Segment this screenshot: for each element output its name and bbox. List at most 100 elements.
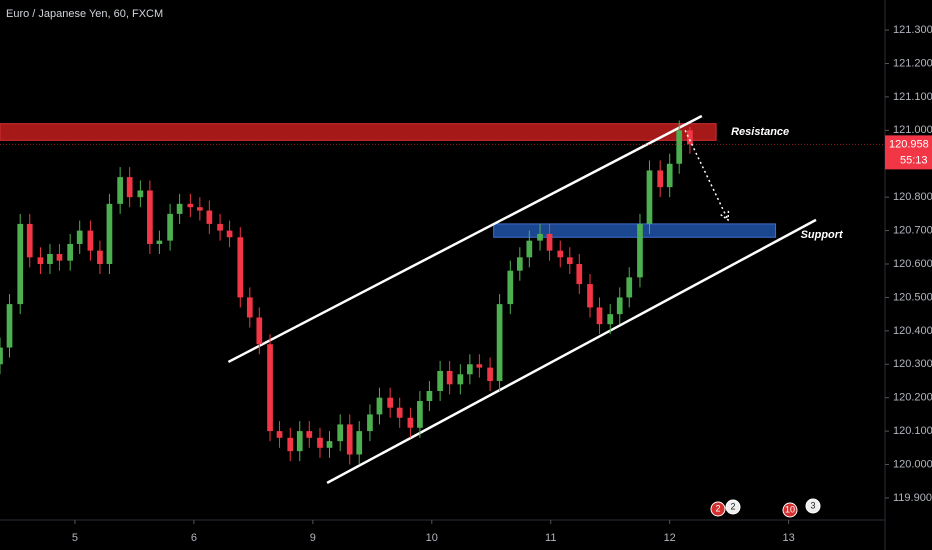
- y-tick-label: 121.000: [893, 124, 932, 136]
- candle-body: [156, 240, 163, 244]
- candle-body: [476, 364, 483, 368]
- x-tick-label: 11: [545, 532, 556, 544]
- event-badge: [710, 501, 726, 517]
- candle-body: [346, 424, 353, 455]
- candle-body: [176, 203, 183, 214]
- candle-body: [557, 250, 564, 258]
- candle-body: [147, 190, 153, 244]
- candle-body: [287, 437, 294, 452]
- candle-body: [657, 170, 664, 188]
- y-tick-label: 120.800: [893, 191, 932, 203]
- channel-line: [227, 114, 703, 364]
- candle-body: [417, 401, 423, 428]
- candle-body: [196, 207, 203, 211]
- y-tick-label: 121.100: [893, 91, 932, 103]
- zone-label: Support: [801, 229, 844, 241]
- candle-body: [76, 230, 83, 244]
- event-badge-label: 2: [715, 503, 720, 513]
- candle-body: [206, 210, 213, 224]
- plot: [0, 114, 885, 485]
- candle-body: [496, 304, 503, 381]
- candle-body: [587, 284, 593, 308]
- candle-body: [537, 233, 543, 241]
- candle-body: [596, 307, 603, 325]
- zone-label: Resistance: [731, 126, 789, 138]
- candle-body: [446, 370, 453, 385]
- candle-body: [467, 364, 473, 375]
- candle-body: [26, 223, 33, 258]
- event-badge: [805, 498, 821, 514]
- candle-body: [576, 264, 583, 285]
- candle-body: [6, 304, 13, 348]
- candle-body: [117, 177, 123, 204]
- candle-body: [407, 417, 414, 428]
- candle-body: [566, 257, 573, 265]
- y-tick-label: 120.400: [893, 325, 932, 337]
- candle-body: [367, 414, 373, 432]
- candle-body: [637, 223, 643, 278]
- x-tick-label: 5: [72, 532, 78, 544]
- candle-body: [507, 270, 514, 305]
- candle-body: [126, 177, 133, 198]
- candle-body: [337, 424, 344, 442]
- candle-body: [317, 437, 323, 448]
- candle-body: [267, 344, 273, 432]
- price-tag-label: 120.958: [889, 138, 929, 150]
- y-tick-label: 119.900: [893, 492, 932, 504]
- event-badge-label: 3: [810, 500, 815, 510]
- candle-body: [106, 203, 113, 265]
- candle-body: [226, 230, 233, 238]
- candle-body: [437, 370, 443, 392]
- x-tick-label: 6: [191, 532, 197, 544]
- candle-body: [396, 407, 403, 418]
- candle-body: [487, 367, 493, 381]
- candle-body: [516, 257, 523, 271]
- candle-body: [526, 240, 533, 258]
- candle-body: [666, 163, 673, 188]
- y-tick-label: 121.200: [893, 57, 932, 69]
- candle-body: [37, 257, 44, 265]
- candle-body: [87, 230, 94, 251]
- y-tick-label: 120.500: [893, 291, 932, 303]
- candle-body: [97, 250, 103, 265]
- candle-body: [326, 441, 333, 448]
- candle-body: [237, 237, 244, 298]
- candle-body: [546, 233, 553, 251]
- countdown: 55:13: [900, 154, 928, 166]
- arrow-head: [720, 210, 730, 222]
- candle-body: [187, 203, 194, 208]
- candle-body: [67, 243, 74, 261]
- y-tick-label: 120.300: [893, 358, 932, 370]
- y-tick-label: 120.600: [893, 258, 932, 270]
- candle-body: [426, 391, 433, 402]
- candle-body: [47, 253, 53, 265]
- candle-body: [676, 130, 683, 164]
- chart-title: Euro / Japanese Yen, 60, FXCM: [6, 8, 163, 20]
- candle-body: [217, 223, 223, 231]
- candle-body: [167, 213, 173, 241]
- candle-body: [296, 431, 303, 452]
- candle-body: [387, 397, 394, 408]
- y-tick-label: 120.200: [893, 392, 932, 404]
- candle-body: [137, 190, 144, 198]
- candle-body: [376, 397, 383, 415]
- arrow: [684, 130, 729, 221]
- channel-line: [326, 218, 817, 485]
- x-tick-label: 12: [664, 532, 676, 544]
- x-tick-label: 10: [426, 532, 438, 544]
- candle-body: [457, 374, 464, 385]
- candle-body: [246, 297, 253, 318]
- price-tag: [885, 135, 932, 170]
- y-tick-label: 120.100: [893, 425, 932, 437]
- candle-body: [56, 253, 63, 261]
- y-tick-label: 121.300: [893, 24, 932, 36]
- candle-body: [306, 431, 313, 438]
- y-tick-label: 120.700: [893, 224, 932, 236]
- zone: [0, 123, 717, 141]
- candle-body: [0, 347, 3, 365]
- y-tick-label: 120.000: [893, 458, 932, 470]
- candle-body: [687, 130, 693, 145]
- candle-body: [17, 223, 24, 305]
